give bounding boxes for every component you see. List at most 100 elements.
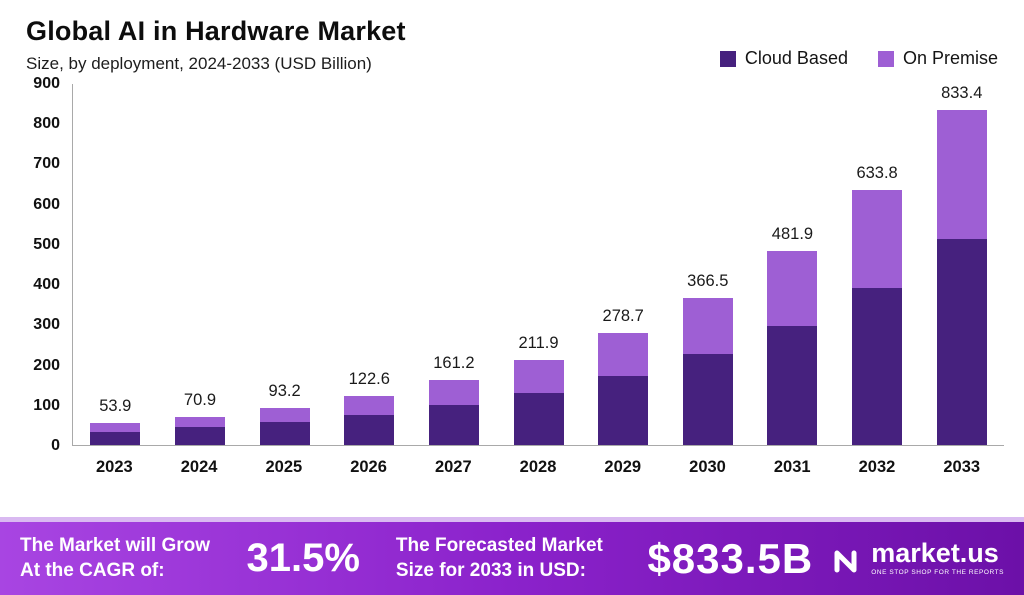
- x-axis-label-2031: 2031: [773, 458, 811, 476]
- y-tick-label: 100: [33, 396, 60, 414]
- stacked-bar: [598, 332, 649, 445]
- bar-group-2027: 161.2: [412, 354, 497, 445]
- bar-total-label: 833.4: [941, 83, 983, 102]
- market-us-brand: market.us ONE STOP SHOP FOR THE REPORTS: [829, 540, 1004, 577]
- page-title: Global AI in Hardware Market: [26, 16, 406, 46]
- y-tick-label: 200: [33, 356, 60, 374]
- stacked-bar: [682, 297, 733, 445]
- chart-legend: Cloud Based On Premise: [719, 16, 998, 69]
- bar-total-label: 366.5: [687, 271, 729, 290]
- bar-group-2028: 211.9: [496, 334, 581, 445]
- on-premise-segment: [428, 380, 479, 406]
- y-tick-label: 300: [33, 316, 60, 334]
- on-premise-segment: [344, 395, 395, 415]
- cloud-based-swatch-icon: [719, 50, 736, 67]
- bar-total-label: 211.9: [518, 333, 559, 352]
- x-axis-label-2024: 2024: [180, 458, 218, 476]
- on-premise-segment: [598, 332, 649, 377]
- market-us-logo-icon: [834, 550, 857, 572]
- forecast-label: The Forecasted Market Size for 2033 in U…: [395, 535, 603, 581]
- footer-accent-strip: [0, 517, 1024, 522]
- on-premise-segment: [90, 423, 141, 432]
- bar-group-2032: 633.8: [835, 164, 920, 445]
- legend-label: Cloud Based: [744, 48, 848, 68]
- on-premise-segment: [767, 251, 818, 326]
- page-subtitle: Size, by deployment, 2024-2033 (USD Bill…: [26, 54, 372, 73]
- on-premise-segment: [513, 359, 564, 393]
- x-axis-label-2023: 2023: [96, 458, 133, 476]
- bar-group-2033: 833.4: [919, 84, 1004, 445]
- bar-group-2024: 70.9: [158, 390, 243, 445]
- bar-group-2031: 481.9: [750, 225, 835, 445]
- chart-area: 0 100 200 300 400 500 600 700 800 900 53.9 70.9 93.…: [0, 75, 1024, 517]
- stacked-bar: [259, 407, 310, 445]
- cloud-based-segment: [513, 392, 564, 445]
- cagr-label: The Market will Grow At the CAGR of:: [20, 535, 211, 581]
- bar-total-label: 53.9: [99, 397, 132, 416]
- bar-group-2029: 278.7: [581, 307, 666, 445]
- plot-area: 53.9 70.9 93.2 122.6 161.2 211.9 278.7 366.5 481…: [72, 84, 1004, 446]
- bar-total-label: 633.8: [856, 164, 898, 183]
- bar-group-2025: 93.2: [242, 382, 327, 445]
- legend-item-on-premise: On Premise: [877, 48, 998, 69]
- header-titles: Global AI in Hardware Market Size, by de…: [26, 16, 406, 74]
- legend-item-cloud-based: Cloud Based: [719, 48, 848, 69]
- y-tick-label: 400: [33, 276, 60, 294]
- bar-group-2026: 122.6: [327, 370, 412, 445]
- y-tick-label: 900: [33, 75, 60, 92]
- on-premise-segment: [259, 407, 310, 422]
- cloud-based-segment: [767, 325, 818, 445]
- stacked-bar: [174, 416, 225, 445]
- brand-tagline: ONE STOP SHOP FOR THE REPORTS: [871, 569, 1004, 577]
- cloud-based-segment: [259, 421, 310, 445]
- bar-total-label: 70.9: [183, 390, 217, 409]
- bar-group-2030: 366.5: [665, 272, 750, 445]
- cloud-based-segment: [90, 431, 141, 445]
- x-axis-label-2026: 2026: [350, 458, 387, 476]
- x-axis-label-2027: 2027: [434, 458, 472, 476]
- x-axis-label-2032: 2032: [858, 458, 896, 476]
- stacked-bar: [513, 359, 564, 445]
- bar-total-label: 93.2: [268, 381, 301, 400]
- on-premise-segment: [852, 190, 903, 289]
- cloud-based-segment: [682, 354, 733, 445]
- y-tick-label: 700: [33, 155, 60, 173]
- brand-name: market.us: [871, 538, 999, 569]
- forecast-value: $833.5B: [647, 534, 814, 582]
- bar-group-2023: 53.9: [73, 397, 158, 445]
- y-tick-label: 0: [51, 437, 60, 454]
- x-axis-label-2028: 2028: [519, 458, 557, 476]
- x-axis-label-2030: 2030: [689, 458, 726, 476]
- cloud-based-segment: [428, 405, 479, 445]
- y-tick-label: 500: [33, 235, 60, 253]
- cloud-based-segment: [598, 376, 649, 445]
- on-premise-segment: [174, 416, 225, 428]
- chart-main: 0 100 200 300 400 500 600 700 800 900 53.9 70.9 93.…: [16, 75, 1004, 454]
- stacked-bar: [344, 395, 395, 445]
- cloud-based-segment: [174, 427, 225, 445]
- brand-text: market.us ONE STOP SHOP FOR THE REPORTS: [871, 540, 1004, 577]
- stacked-bar: [852, 190, 903, 445]
- x-axis-labels: 2023 2024 2025 2026 2027 2028 2029 2030 2031 2032…: [72, 446, 1004, 477]
- cagr-value: 31.5%: [246, 536, 360, 580]
- y-tick-label: 800: [33, 115, 60, 133]
- x-axis-label-2033: 2033: [943, 458, 981, 476]
- cloud-based-segment: [344, 414, 395, 445]
- on-premise-segment: [936, 109, 987, 239]
- stacked-bar: [428, 380, 479, 445]
- cloud-based-segment: [852, 288, 903, 445]
- stacked-bar: [936, 109, 987, 445]
- on-premise-swatch-icon: [877, 50, 894, 67]
- stacked-bar: [767, 251, 818, 445]
- bar-total-label: 122.6: [348, 369, 390, 388]
- x-axis-label-2029: 2029: [604, 458, 642, 476]
- cloud-based-segment: [936, 238, 987, 445]
- on-premise-segment: [682, 297, 733, 355]
- footer-banner: The Market will Grow At the CAGR of: 31.…: [0, 522, 1024, 595]
- stacked-bar: [90, 423, 141, 445]
- header: Global AI in Hardware Market Size, by de…: [0, 0, 1024, 78]
- bar-total-label: 481.9: [771, 225, 814, 244]
- bar-total-label: 161.2: [433, 354, 475, 373]
- x-axis-label-2025: 2025: [265, 458, 303, 476]
